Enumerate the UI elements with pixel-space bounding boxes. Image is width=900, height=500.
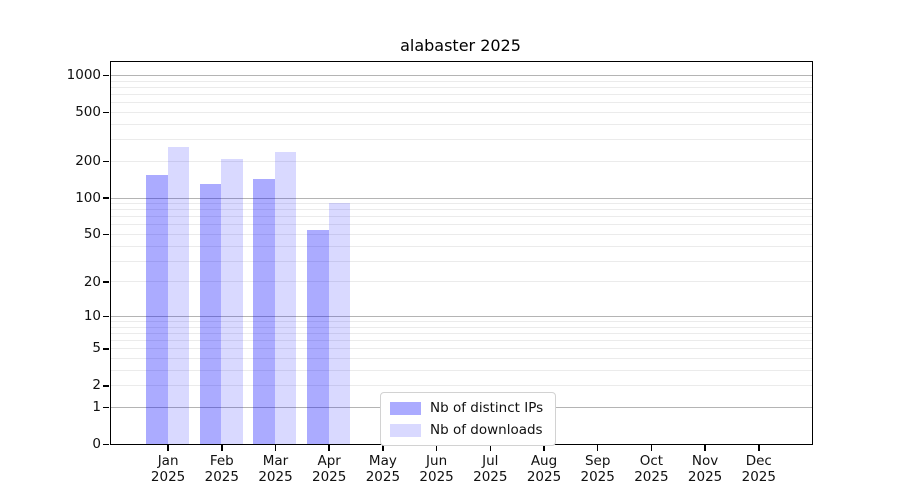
x-tick-mark bbox=[758, 444, 760, 451]
y-axis-tick-label: 20 bbox=[83, 273, 101, 290]
x-axis-tick-label: Apr 2025 bbox=[312, 453, 347, 486]
x-axis-tick-label: Nov 2025 bbox=[687, 453, 723, 486]
y-axis-tick-label: 50 bbox=[83, 226, 101, 243]
x-axis-tick-label: May 2025 bbox=[365, 453, 401, 486]
x-axis-tick-label: Dec 2025 bbox=[741, 453, 776, 486]
minor-gridline bbox=[111, 160, 812, 162]
major-gridline bbox=[111, 75, 812, 76]
minor-gridline bbox=[111, 209, 812, 211]
y-tick-mark bbox=[103, 160, 109, 163]
y-tick-mark bbox=[103, 281, 109, 283]
y-axis-tick-label: 1 bbox=[92, 399, 101, 416]
x-tick-mark bbox=[435, 444, 438, 451]
minor-gridline bbox=[111, 332, 812, 334]
minor-gridline bbox=[111, 123, 812, 125]
plot-area bbox=[110, 61, 813, 445]
legend-label: Nb of distinct IPs bbox=[430, 400, 544, 416]
legend-swatch-distinct-ips bbox=[390, 401, 421, 415]
minor-gridline bbox=[111, 102, 812, 104]
x-axis-tick-label: Mar 2025 bbox=[258, 453, 293, 486]
major-gridline bbox=[111, 315, 812, 317]
y-axis-tick-label: 0 bbox=[92, 436, 101, 453]
x-tick-mark bbox=[274, 444, 277, 451]
y-axis-tick-label: 500 bbox=[75, 104, 101, 121]
bar-downloads-mar bbox=[274, 151, 297, 444]
y-tick-mark bbox=[103, 443, 109, 446]
minor-gridline bbox=[111, 348, 812, 350]
x-tick-mark bbox=[704, 444, 706, 451]
x-axis-tick-label: Aug 2025 bbox=[526, 453, 562, 486]
x-tick-mark bbox=[221, 444, 223, 451]
y-tick-mark bbox=[103, 315, 109, 318]
minor-gridline bbox=[111, 340, 812, 342]
x-tick-mark bbox=[489, 444, 492, 451]
minor-gridline bbox=[111, 281, 812, 283]
legend-entry-distinct-ips: Nb of distinct IPs bbox=[390, 400, 543, 416]
y-tick-mark bbox=[103, 233, 109, 236]
minor-gridline bbox=[111, 370, 812, 371]
minor-gridline bbox=[111, 385, 812, 387]
bar-distinct-ips-jan bbox=[146, 175, 168, 444]
minor-gridline bbox=[111, 245, 812, 247]
x-tick-mark bbox=[650, 444, 653, 451]
x-tick-mark bbox=[167, 444, 169, 451]
x-tick-mark bbox=[382, 444, 384, 451]
y-tick-mark bbox=[103, 348, 109, 350]
bar-distinct-ips-feb bbox=[199, 183, 222, 444]
y-axis-tick-label: 200 bbox=[75, 152, 101, 169]
minor-gridline bbox=[111, 260, 812, 262]
x-axis-tick-label: Oct 2025 bbox=[634, 453, 669, 486]
minor-gridline bbox=[111, 112, 812, 113]
x-tick-mark bbox=[596, 444, 599, 451]
y-axis-tick-label: 10 bbox=[83, 308, 101, 324]
y-axis-tick-label: 5 bbox=[92, 340, 101, 357]
legend: Nb of distinct IPs Nb of downloads bbox=[380, 392, 557, 446]
y-tick-mark bbox=[103, 74, 109, 77]
minor-gridline bbox=[111, 216, 812, 218]
minor-gridline bbox=[111, 321, 812, 322]
minor-gridline bbox=[111, 203, 812, 205]
y-axis-tick-label: 2 bbox=[92, 377, 101, 394]
y-axis-tick-label: 1000 bbox=[66, 67, 101, 84]
x-tick-mark bbox=[543, 444, 545, 451]
y-tick-mark bbox=[103, 406, 109, 409]
bar-distinct-ips-mar bbox=[253, 178, 275, 444]
x-axis-tick-label: Jul 2025 bbox=[473, 453, 508, 486]
major-gridline bbox=[111, 197, 812, 199]
minor-gridline bbox=[111, 86, 812, 88]
x-axis-tick-label: Sep 2025 bbox=[580, 453, 615, 486]
y-axis-tick-label: 100 bbox=[75, 189, 101, 206]
minor-gridline bbox=[111, 326, 812, 328]
minor-gridline bbox=[111, 94, 812, 95]
minor-gridline bbox=[111, 234, 812, 235]
minor-gridline bbox=[111, 139, 812, 141]
x-tick-mark bbox=[328, 444, 330, 451]
legend-label: Nb of downloads bbox=[430, 422, 543, 438]
x-axis-tick-label: Jan 2025 bbox=[150, 453, 186, 486]
legend-swatch-downloads bbox=[390, 423, 421, 437]
y-tick-mark bbox=[103, 197, 109, 199]
minor-gridline bbox=[111, 224, 812, 226]
minor-gridline bbox=[111, 358, 812, 359]
bar-distinct-ips-apr bbox=[307, 230, 329, 444]
x-axis-tick-label: Jun 2025 bbox=[419, 453, 454, 486]
legend-entry-downloads: Nb of downloads bbox=[390, 422, 543, 438]
x-axis-tick-label: Feb 2025 bbox=[204, 453, 239, 486]
bar-downloads-feb bbox=[221, 158, 243, 444]
y-tick-mark bbox=[103, 385, 109, 387]
chart-title: alabaster 2025 bbox=[400, 36, 521, 55]
y-tick-mark bbox=[103, 111, 109, 114]
bar-downloads-apr bbox=[328, 202, 351, 444]
bar-downloads-jan bbox=[167, 147, 189, 444]
minor-gridline bbox=[111, 80, 812, 82]
